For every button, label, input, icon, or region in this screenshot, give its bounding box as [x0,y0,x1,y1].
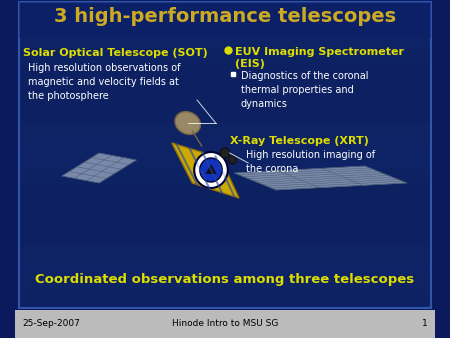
Bar [19,154,431,169]
Bar [19,139,431,154]
Bar [19,46,431,62]
Bar [19,31,431,46]
Text: Solar Optical Telescope (SOT): Solar Optical Telescope (SOT) [22,48,207,58]
Bar [19,216,431,231]
Text: Hinode Intro to MSU SG: Hinode Intro to MSU SG [172,319,278,329]
Text: X-Ray Telescope (XRT): X-Ray Telescope (XRT) [230,136,369,146]
Bar [15,310,435,338]
Ellipse shape [175,112,200,135]
Circle shape [220,148,230,158]
Bar [19,2,431,38]
Bar [19,0,431,16]
Text: Diagnostics of the coronal
thermal properties and
dynamics: Diagnostics of the coronal thermal prope… [241,71,369,109]
Polygon shape [205,164,216,174]
Polygon shape [62,153,136,183]
Bar [19,169,431,185]
Text: Coordinated observations among three telescopes: Coordinated observations among three tel… [36,273,414,286]
Bar [19,200,431,216]
Text: 25-Sep-2007: 25-Sep-2007 [22,319,81,329]
Bar [19,262,431,277]
Text: EUV Imaging Spectrometer
(EIS): EUV Imaging Spectrometer (EIS) [235,47,404,69]
Text: 1: 1 [422,319,428,329]
Bar [19,77,431,92]
FancyBboxPatch shape [19,2,431,308]
Text: High resolution imaging of
the corona: High resolution imaging of the corona [247,150,376,174]
Bar [19,185,431,200]
Bar [19,246,431,262]
Circle shape [200,158,222,182]
Circle shape [194,152,228,188]
Bar [19,108,431,123]
Text: 3 high-performance telescopes: 3 high-performance telescopes [54,6,396,25]
Bar [19,16,431,31]
Bar [19,62,431,77]
Bar [19,92,431,108]
Text: High resolution observations of
magnetic and velocity fields at
the photosphere: High resolution observations of magnetic… [28,63,181,101]
Bar [19,277,431,293]
Polygon shape [234,166,407,190]
Bar [19,123,431,139]
Bar [19,293,431,308]
Bar [19,231,431,246]
Circle shape [229,156,236,164]
Polygon shape [172,143,239,198]
